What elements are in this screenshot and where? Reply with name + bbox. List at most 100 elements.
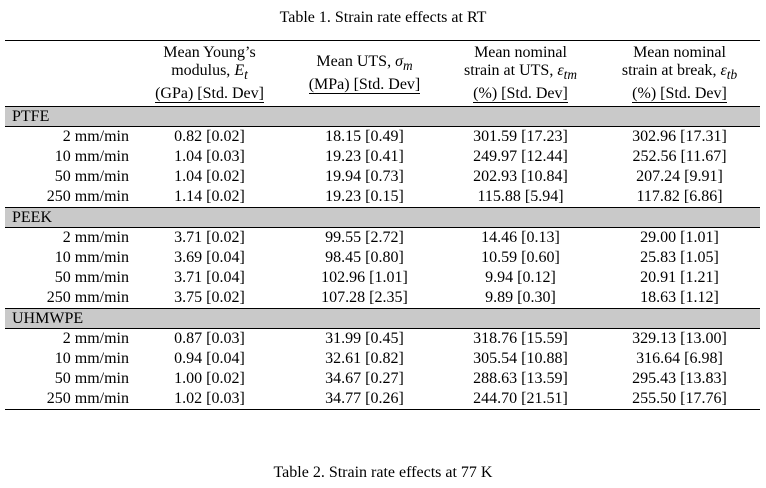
strain-at-uts-cell-value: 14.46 [0.13] [481, 229, 560, 246]
table-header: Mean Young’s modulus, Et (GPa) [Std. Dev… [5, 40, 760, 107]
youngs-modulus-cell-value: 3.71 [0.04] [174, 269, 245, 286]
youngs-modulus-cell-value: 3.69 [0.04] [174, 249, 245, 266]
uts-cell: 19.23 [0.41] [287, 147, 442, 167]
rate-cell: 250 mm/min [5, 389, 132, 410]
rate-cell-value: 2 mm/min [62, 128, 129, 145]
header-youngs-modulus: Mean Young’s modulus, Et (GPa) [Std. Dev… [132, 40, 287, 107]
table-body: PTFE 2 mm/min 0.82 [0.02] 18.15 [0.49] 301.5… [5, 106, 760, 410]
strain-at-break-cell: 117.82 [6.86] [599, 187, 760, 208]
uts-cell-value: 19.23 [0.15] [325, 188, 404, 205]
strain-at-uts-cell: 202.93 [10.84] [442, 167, 599, 187]
youngs-modulus-cell: 3.75 [0.02] [132, 288, 287, 309]
group-row: PTFE [5, 106, 760, 127]
youngs-modulus-cell-value: 1.04 [0.02] [174, 168, 245, 185]
strain-at-break-cell: 329.13 [13.00] [599, 329, 760, 350]
strain-at-break-cell-value: 18.63 [1.12] [640, 289, 719, 306]
rate-cell-value: 50 mm/min [54, 269, 129, 286]
youngs-modulus-cell-value: 1.00 [0.02] [174, 370, 245, 387]
table1-caption: Table 1. Strain rate effects at RT [279, 9, 487, 26]
rate-cell-value: 2 mm/min [62, 229, 129, 246]
strain-at-break-cell-value: 25.83 [1.05] [640, 249, 719, 266]
rate-cell: 50 mm/min [5, 369, 132, 389]
table-row: 250 mm/min 3.75 [0.02] 107.28 [2.35] 9.89 [… [5, 288, 760, 309]
youngs-modulus-cell: 0.82 [0.02] [132, 127, 287, 148]
strain-at-break-cell: 295.43 [13.83] [599, 369, 760, 389]
strain-at-uts-cell: 301.59 [17.23] [442, 127, 599, 148]
strain-at-break-cell: 316.64 [6.98] [599, 349, 760, 369]
table2-caption: Table 2. Strain rate effects at 77 K [273, 464, 493, 481]
strain-at-uts-cell-value: 318.76 [15.59] [473, 330, 568, 347]
uts-cell: 102.96 [1.01] [287, 268, 442, 288]
rate-cell-value: 250 mm/min [46, 188, 129, 205]
youngs-modulus-cell: 1.14 [0.02] [132, 187, 287, 208]
strain-at-uts-cell-value: 9.94 [0.12] [485, 269, 556, 286]
header-uts: Mean UTS, σm (MPa) [Std. Dev] [287, 40, 442, 107]
youngs-modulus-cell-value: 0.94 [0.04] [174, 350, 245, 367]
strain-at-uts-cell: 288.63 [13.59] [442, 369, 599, 389]
strain-at-uts-cell: 318.76 [15.59] [442, 329, 599, 350]
strain-at-uts-cell-value: 288.63 [13.59] [473, 370, 568, 387]
rate-cell: 10 mm/min [5, 248, 132, 268]
table-row: 2 mm/min 3.71 [0.02] 99.55 [2.72] 14.46 [0.… [5, 228, 760, 249]
uts-cell-value: 34.77 [0.26] [325, 390, 404, 407]
table-row: 50 mm/min 1.04 [0.02] 19.94 [0.73] 202.93 [… [5, 167, 760, 187]
rate-cell-value: 50 mm/min [54, 370, 129, 387]
table-row: 250 mm/min 1.02 [0.03] 34.77 [0.26] 244.70 … [5, 389, 760, 410]
youngs-modulus-cell-value: 1.04 [0.03] [174, 148, 245, 165]
table-row: 50 mm/min 3.71 [0.04] 102.96 [1.01] 9.94 [0… [5, 268, 760, 288]
youngs-modulus-cell-value: 0.87 [0.03] [174, 330, 245, 347]
strain-at-uts-cell: 10.59 [0.60] [442, 248, 599, 268]
strain-at-break-cell: 255.50 [17.76] [599, 389, 760, 410]
uts-cell-value: 18.15 [0.49] [325, 128, 404, 145]
youngs-modulus-cell: 0.94 [0.04] [132, 349, 287, 369]
group-label: PTFE [5, 106, 760, 127]
uts-cell: 34.67 [0.27] [287, 369, 442, 389]
uts-cell-value: 31.99 [0.45] [325, 330, 404, 347]
strain-at-uts-cell-value: 301.59 [17.23] [473, 128, 568, 145]
rate-cell: 50 mm/min [5, 268, 132, 288]
header-strain-at-uts: Mean nominal strain at UTS, εtm (%) [Std… [442, 40, 599, 107]
uts-cell-value: 99.55 [2.72] [325, 229, 404, 246]
header-strain-at-break: Mean nominal strain at break, εtb (%) [S… [599, 40, 760, 107]
rate-cell-value: 2 mm/min [62, 330, 129, 347]
strain-at-uts-cell-value: 115.88 [5.94] [477, 188, 564, 205]
youngs-modulus-cell: 1.02 [0.03] [132, 389, 287, 410]
rate-cell: 250 mm/min [5, 187, 132, 208]
strain-at-uts-cell: 249.97 [12.44] [442, 147, 599, 167]
rate-cell: 50 mm/min [5, 167, 132, 187]
strain-at-break-cell: 207.24 [9.91] [599, 167, 760, 187]
strain-at-break-cell-value: 329.13 [13.00] [632, 330, 727, 347]
strain-at-break-cell-value: 20.91 [1.21] [640, 269, 719, 286]
strain-rate-table: Mean Young’s modulus, Et (GPa) [Std. Dev… [5, 40, 760, 410]
strain-at-break-cell: 18.63 [1.12] [599, 288, 760, 309]
rate-cell-value: 250 mm/min [46, 390, 129, 407]
strain-at-uts-cell-value: 249.97 [12.44] [473, 148, 568, 165]
strain-at-break-cell: 20.91 [1.21] [599, 268, 760, 288]
strain-at-break-cell-value: 295.43 [13.83] [632, 370, 727, 387]
group-label: PEEK [5, 207, 760, 228]
strain-at-break-cell: 25.83 [1.05] [599, 248, 760, 268]
youngs-modulus-cell: 1.04 [0.03] [132, 147, 287, 167]
uts-cell: 19.94 [0.73] [287, 167, 442, 187]
strain-at-break-cell: 252.56 [11.67] [599, 147, 760, 167]
table-row: 50 mm/min 1.00 [0.02] 34.67 [0.27] 288.63 [… [5, 369, 760, 389]
uts-cell-value: 32.61 [0.82] [325, 350, 404, 367]
youngs-modulus-cell: 0.87 [0.03] [132, 329, 287, 350]
youngs-modulus-cell-value: 3.71 [0.02] [174, 229, 245, 246]
uts-cell-value: 19.94 [0.73] [325, 168, 404, 185]
table-row: 10 mm/min 0.94 [0.04] 32.61 [0.82] 305.54 [… [5, 349, 760, 369]
strain-at-uts-cell: 9.94 [0.12] [442, 268, 599, 288]
rate-cell-value: 10 mm/min [54, 350, 129, 367]
header-rate [5, 40, 132, 107]
table-row: 10 mm/min 1.04 [0.03] 19.23 [0.41] 249.97 [… [5, 147, 760, 167]
youngs-modulus-cell: 1.00 [0.02] [132, 369, 287, 389]
strain-at-break-cell-value: 252.56 [11.67] [632, 148, 727, 165]
uts-cell-value: 19.23 [0.41] [325, 148, 404, 165]
strain-at-uts-cell: 14.46 [0.13] [442, 228, 599, 249]
strain-at-break-cell-value: 207.24 [9.91] [636, 168, 723, 185]
youngs-modulus-cell-value: 1.14 [0.02] [174, 188, 245, 205]
group-row: UHMWPE [5, 308, 760, 329]
rate-cell-value: 10 mm/min [54, 249, 129, 266]
uts-cell: 18.15 [0.49] [287, 127, 442, 148]
strain-at-uts-cell-value: 244.70 [21.51] [473, 390, 568, 407]
